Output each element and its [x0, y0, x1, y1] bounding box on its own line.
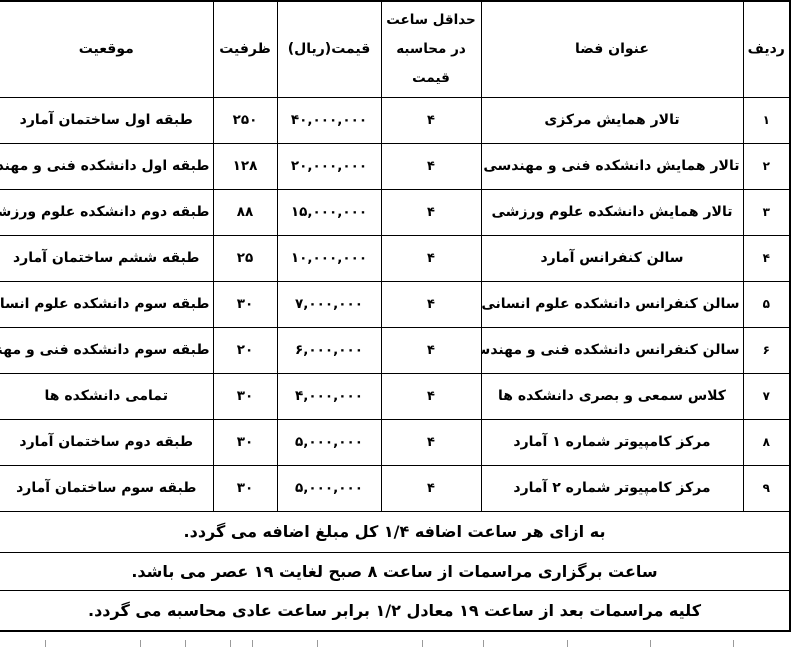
note-row-after-hours-rate: كليه مراسمات بعد از ساعت ۱۹ معادل ۱/۲ بر… — [0, 589, 791, 632]
cell-location: طبقه دوم دانشكده علوم ورزشی — [0, 188, 214, 236]
cell-min-hours: ۴ — [380, 188, 482, 236]
cell-min-hours: ۴ — [380, 418, 482, 466]
cell-location: تمامی دانشكده ها — [0, 372, 214, 420]
cell-row-number: ۱ — [742, 96, 791, 144]
cell-min-hours: ۴ — [380, 372, 482, 420]
cell-row-number: ۵ — [742, 280, 791, 328]
cell-price: ۶,۰۰۰,۰۰۰ — [276, 326, 382, 374]
cell-price: ۴۰,۰۰۰,۰۰۰ — [276, 96, 382, 144]
cell-location: طبقه اول دانشكده فنی و مهندسی — [0, 142, 214, 190]
table-row: ۷ كلاس سمعی و بصری دانشكده ها ۴ ۴,۰۰۰,۰۰… — [0, 372, 791, 420]
cell-space-title: سالن كنفرانس دانشكده علوم انسانی — [480, 280, 744, 328]
note-text: كليه مراسمات بعد از ساعت ۱۹ معادل ۱/۲ بر… — [0, 589, 791, 632]
cell-min-hours: ۴ — [380, 96, 482, 144]
cell-capacity: ۳۰ — [212, 372, 278, 420]
cell-capacity: ۱۲۸ — [212, 142, 278, 190]
table-row: ۲ تالار همايش دانشكده فنی و مهندسی ۴ ۲۰,… — [0, 142, 791, 190]
cell-space-title: تالار همايش مركزی — [480, 96, 744, 144]
note-row-extra-hour-fee: به ازای هر ساعت اضافه ۱/۴ كل مبلغ اضافه … — [0, 510, 791, 553]
note-row-working-hours: ساعت برگزاری مراسمات از ساعت ۸ صبح لغايت… — [0, 551, 791, 591]
table-row: ۹ مركز كامپيوتر شماره ۲ آمارد ۴ ۵,۰۰۰,۰۰… — [0, 464, 791, 512]
col-header-row-number: رديف — [742, 0, 791, 98]
cell-space-title: مركز كامپيوتر شماره ۲ آمارد — [480, 464, 744, 512]
cell-min-hours: ۴ — [380, 464, 482, 512]
cell-location: طبقه اول ساختمان آمارد — [0, 96, 214, 144]
table-row: ۵ سالن كنفرانس دانشكده علوم انسانی ۴ ۷,۰… — [0, 280, 791, 328]
cell-min-hours: ۴ — [380, 142, 482, 190]
cell-row-number: ۶ — [742, 326, 791, 374]
cell-space-title: مركز كامپيوتر شماره ۱ آمارد — [480, 418, 744, 466]
cell-space-title: كلاس سمعی و بصری دانشكده ها — [480, 372, 744, 420]
cell-row-number: ۹ — [742, 464, 791, 512]
cell-space-title: تالار همايش دانشكده فنی و مهندسی — [480, 142, 744, 190]
table-row: ۶ سالن كنفرانس دانشكده فنی و مهندسی ۴ ۶,… — [0, 326, 791, 374]
col-header-space-title: عنوان فضا — [480, 0, 744, 98]
note-text: به ازای هر ساعت اضافه ۱/۴ كل مبلغ اضافه … — [0, 510, 791, 553]
cell-capacity: ۲۰ — [212, 326, 278, 374]
header-row: رديف عنوان فضا حداقل ساعت در محاسبه قيمت… — [0, 0, 791, 98]
cell-min-hours: ۴ — [380, 280, 482, 328]
cell-location: طبقه سوم ساختمان آمارد — [0, 464, 214, 512]
cell-location: طبقه سوم دانشكده علوم انسانی — [0, 280, 214, 328]
note-text: ساعت برگزاری مراسمات از ساعت ۸ صبح لغايت… — [0, 551, 791, 591]
cell-row-number: ۲ — [742, 142, 791, 190]
cell-capacity: ۳۰ — [212, 418, 278, 466]
cell-space-title: سالن كنفرانس آمارد — [480, 234, 744, 282]
cell-space-title: سالن كنفرانس دانشكده فنی و مهندسی — [480, 326, 744, 374]
cell-location: طبقه ششم ساختمان آمارد — [0, 234, 214, 282]
cell-price: ۱۰,۰۰۰,۰۰۰ — [276, 234, 382, 282]
col-header-capacity: ظرفيت — [212, 0, 278, 98]
cell-capacity: ۳۰ — [212, 280, 278, 328]
col-header-min-hours: حداقل ساعت در محاسبه قيمت — [380, 0, 482, 98]
cell-price: ۲۰,۰۰۰,۰۰۰ — [276, 142, 382, 190]
cell-price: ۴,۰۰۰,۰۰۰ — [276, 372, 382, 420]
cell-price: ۵,۰۰۰,۰۰۰ — [276, 418, 382, 466]
cell-capacity: ۲۵ — [212, 234, 278, 282]
col-header-location: موقعيت — [0, 0, 214, 98]
cell-min-hours: ۴ — [380, 326, 482, 374]
cell-capacity: ۳۰ — [212, 464, 278, 512]
table-row: ۳ تالار همايش دانشكده علوم ورزشی ۴ ۱۵,۰۰… — [0, 188, 791, 236]
cell-price: ۵,۰۰۰,۰۰۰ — [276, 464, 382, 512]
venue-price-table: رديف عنوان فضا حداقل ساعت در محاسبه قيمت… — [0, 0, 791, 632]
cell-location: طبقه دوم ساختمان آمارد — [0, 418, 214, 466]
cut-off-next-row — [0, 639, 791, 647]
table-row: ۴ سالن كنفرانس آمارد ۴ ۱۰,۰۰۰,۰۰۰ ۲۵ طبق… — [0, 234, 791, 282]
cell-price: ۱۵,۰۰۰,۰۰۰ — [276, 188, 382, 236]
cell-capacity: ۸۸ — [212, 188, 278, 236]
cell-row-number: ۳ — [742, 188, 791, 236]
cell-row-number: ۷ — [742, 372, 791, 420]
cell-min-hours: ۴ — [380, 234, 482, 282]
cell-row-number: ۴ — [742, 234, 791, 282]
cell-space-title: تالار همايش دانشكده علوم ورزشی — [480, 188, 744, 236]
table-row: ۱ تالار همايش مركزی ۴ ۴۰,۰۰۰,۰۰۰ ۲۵۰ طبق… — [0, 96, 791, 144]
col-header-price: قيمت(ريال) — [276, 0, 382, 98]
cell-capacity: ۲۵۰ — [212, 96, 278, 144]
cell-price: ۷,۰۰۰,۰۰۰ — [276, 280, 382, 328]
table-row: ۸ مركز كامپيوتر شماره ۱ آمارد ۴ ۵,۰۰۰,۰۰… — [0, 418, 791, 466]
cell-location: طبقه سوم دانشكده فنی و مهندسی — [0, 326, 214, 374]
cell-row-number: ۸ — [742, 418, 791, 466]
